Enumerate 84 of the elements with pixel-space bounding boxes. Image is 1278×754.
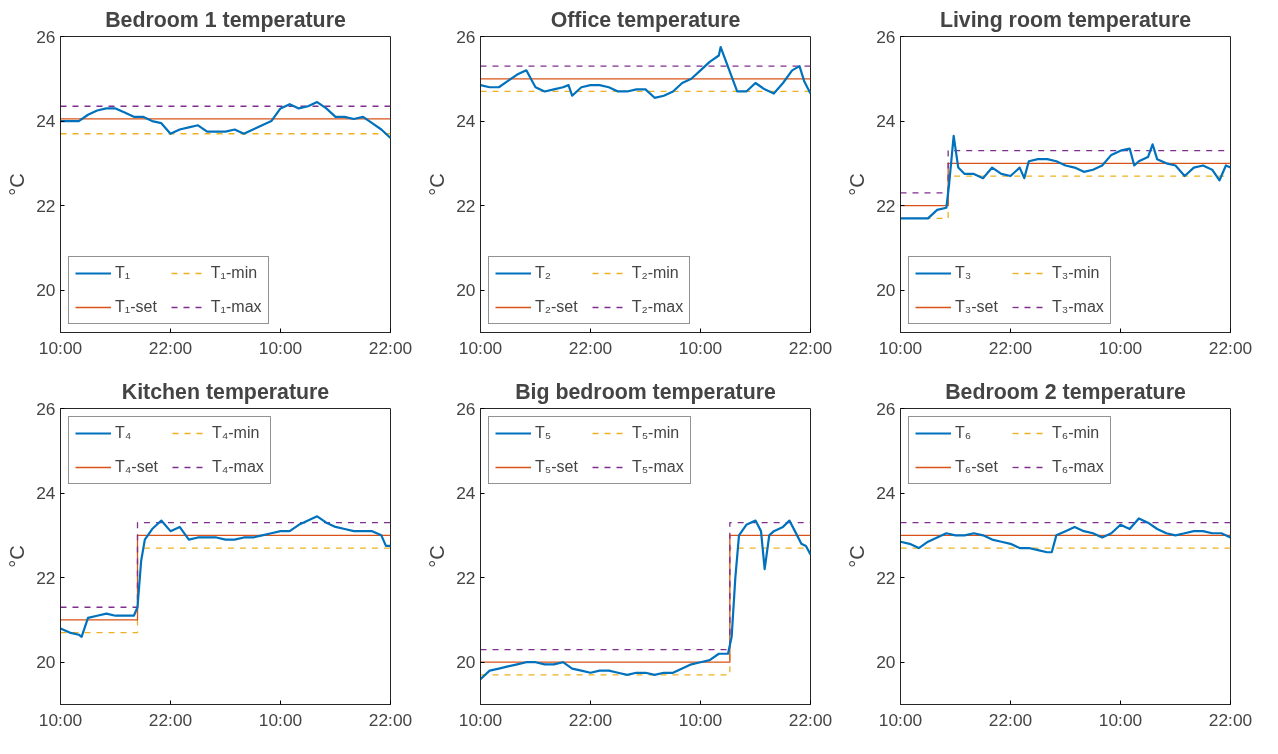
legend-label: T₃ <box>955 264 973 282</box>
x-tick-label: 10:00 <box>1098 709 1143 730</box>
legend-label: T₄-set <box>115 458 158 476</box>
y-tick-label: 26 <box>876 398 896 419</box>
legend-label: T₄-min <box>211 424 260 442</box>
y-tick-label: 22 <box>36 195 56 216</box>
y-tick-label: 22 <box>36 567 56 588</box>
y-tick-label: 20 <box>876 652 896 673</box>
chart-title: Living room temperature <box>939 7 1192 32</box>
y-tick-label: 24 <box>456 111 476 132</box>
y-tick-label: 20 <box>456 652 476 673</box>
x-tick-label: 10:00 <box>878 709 923 730</box>
y-axis-title: °C <box>846 545 869 568</box>
legend-label: T₁ <box>115 264 132 282</box>
legend-label: T₆-set <box>955 458 998 476</box>
y-tick-label: 26 <box>36 398 56 419</box>
chart-title: Kitchen temperature <box>121 379 330 404</box>
x-tick-label: 22:00 <box>1208 337 1253 358</box>
y-axis-title: °C <box>426 173 449 196</box>
y-tick-label: 20 <box>876 280 896 301</box>
x-tick-label: 22:00 <box>1208 709 1253 730</box>
y-tick-label: 24 <box>876 483 896 504</box>
x-tick-label: 10:00 <box>678 709 723 730</box>
legend-label: T₁-set <box>115 298 157 316</box>
legend-label: T₅-min <box>631 424 680 442</box>
x-tick-label: 22:00 <box>568 337 613 358</box>
legend-label: T₆-max <box>1051 458 1104 476</box>
legend-label: T₂-set <box>535 298 578 316</box>
y-tick-label: 24 <box>876 111 896 132</box>
y-tick-label: 26 <box>456 398 476 419</box>
chart-title: Big bedroom temperature <box>515 379 776 404</box>
x-tick-label: 10:00 <box>678 337 723 358</box>
y-tick-label: 20 <box>36 280 56 301</box>
y-axis-title: °C <box>6 173 29 196</box>
x-tick-label: 22:00 <box>368 709 413 730</box>
x-tick-label: 22:00 <box>568 709 613 730</box>
legend-label: T₅-set <box>535 458 578 476</box>
y-tick-label: 22 <box>876 195 896 216</box>
y-tick-label: 22 <box>456 195 476 216</box>
y-axis-title: °C <box>6 545 29 568</box>
legend-label: T₃-min <box>1051 264 1100 282</box>
y-tick-label: 20 <box>456 280 476 301</box>
y-tick-label: 24 <box>36 111 56 132</box>
x-tick-label: 22:00 <box>148 337 193 358</box>
legend-label: T₃-max <box>1051 298 1104 316</box>
chart-title: Office temperature <box>550 7 741 32</box>
legend-label: T₆ <box>955 424 973 442</box>
y-tick-label: 24 <box>36 483 56 504</box>
x-tick-label: 10:00 <box>458 709 503 730</box>
legend-label: T₂ <box>535 264 552 282</box>
x-tick-label: 10:00 <box>38 709 83 730</box>
x-tick-label: 10:00 <box>458 337 503 358</box>
legend-label: T₁-min <box>210 264 258 282</box>
y-tick-label: 26 <box>876 26 896 47</box>
x-tick-label: 10:00 <box>1098 337 1143 358</box>
x-tick-label: 22:00 <box>788 337 833 358</box>
x-tick-label: 10:00 <box>878 337 923 358</box>
y-axis-title: °C <box>426 545 449 568</box>
legend-label: T₆-min <box>1051 424 1100 442</box>
x-tick-label: 10:00 <box>38 337 83 358</box>
y-tick-label: 22 <box>876 567 896 588</box>
x-tick-label: 10:00 <box>258 337 303 358</box>
legend-label: T₅-max <box>631 458 684 476</box>
x-tick-label: 22:00 <box>148 709 193 730</box>
x-tick-label: 22:00 <box>788 709 833 730</box>
y-axis-title: °C <box>846 173 869 196</box>
x-tick-label: 22:00 <box>988 337 1033 358</box>
legend-label: T₃-set <box>955 298 998 316</box>
x-tick-label: 22:00 <box>988 709 1033 730</box>
chart-title: Bedroom 2 temperature <box>945 379 1186 404</box>
legend-label: T₂-min <box>631 264 679 282</box>
legend-label: T₅ <box>535 424 553 442</box>
chart-title: Bedroom 1 temperature <box>105 7 346 32</box>
y-tick-label: 26 <box>36 26 56 47</box>
legend-label: T₄ <box>115 424 133 442</box>
legend-label: T₄-max <box>211 458 264 476</box>
legend-label: T₁-max <box>210 298 262 316</box>
y-tick-label: 20 <box>36 652 56 673</box>
y-tick-label: 22 <box>456 567 476 588</box>
x-tick-label: 10:00 <box>258 709 303 730</box>
legend-label: T₂-max <box>631 298 684 316</box>
y-tick-label: 26 <box>456 26 476 47</box>
x-tick-label: 22:00 <box>368 337 413 358</box>
y-tick-label: 24 <box>456 483 476 504</box>
